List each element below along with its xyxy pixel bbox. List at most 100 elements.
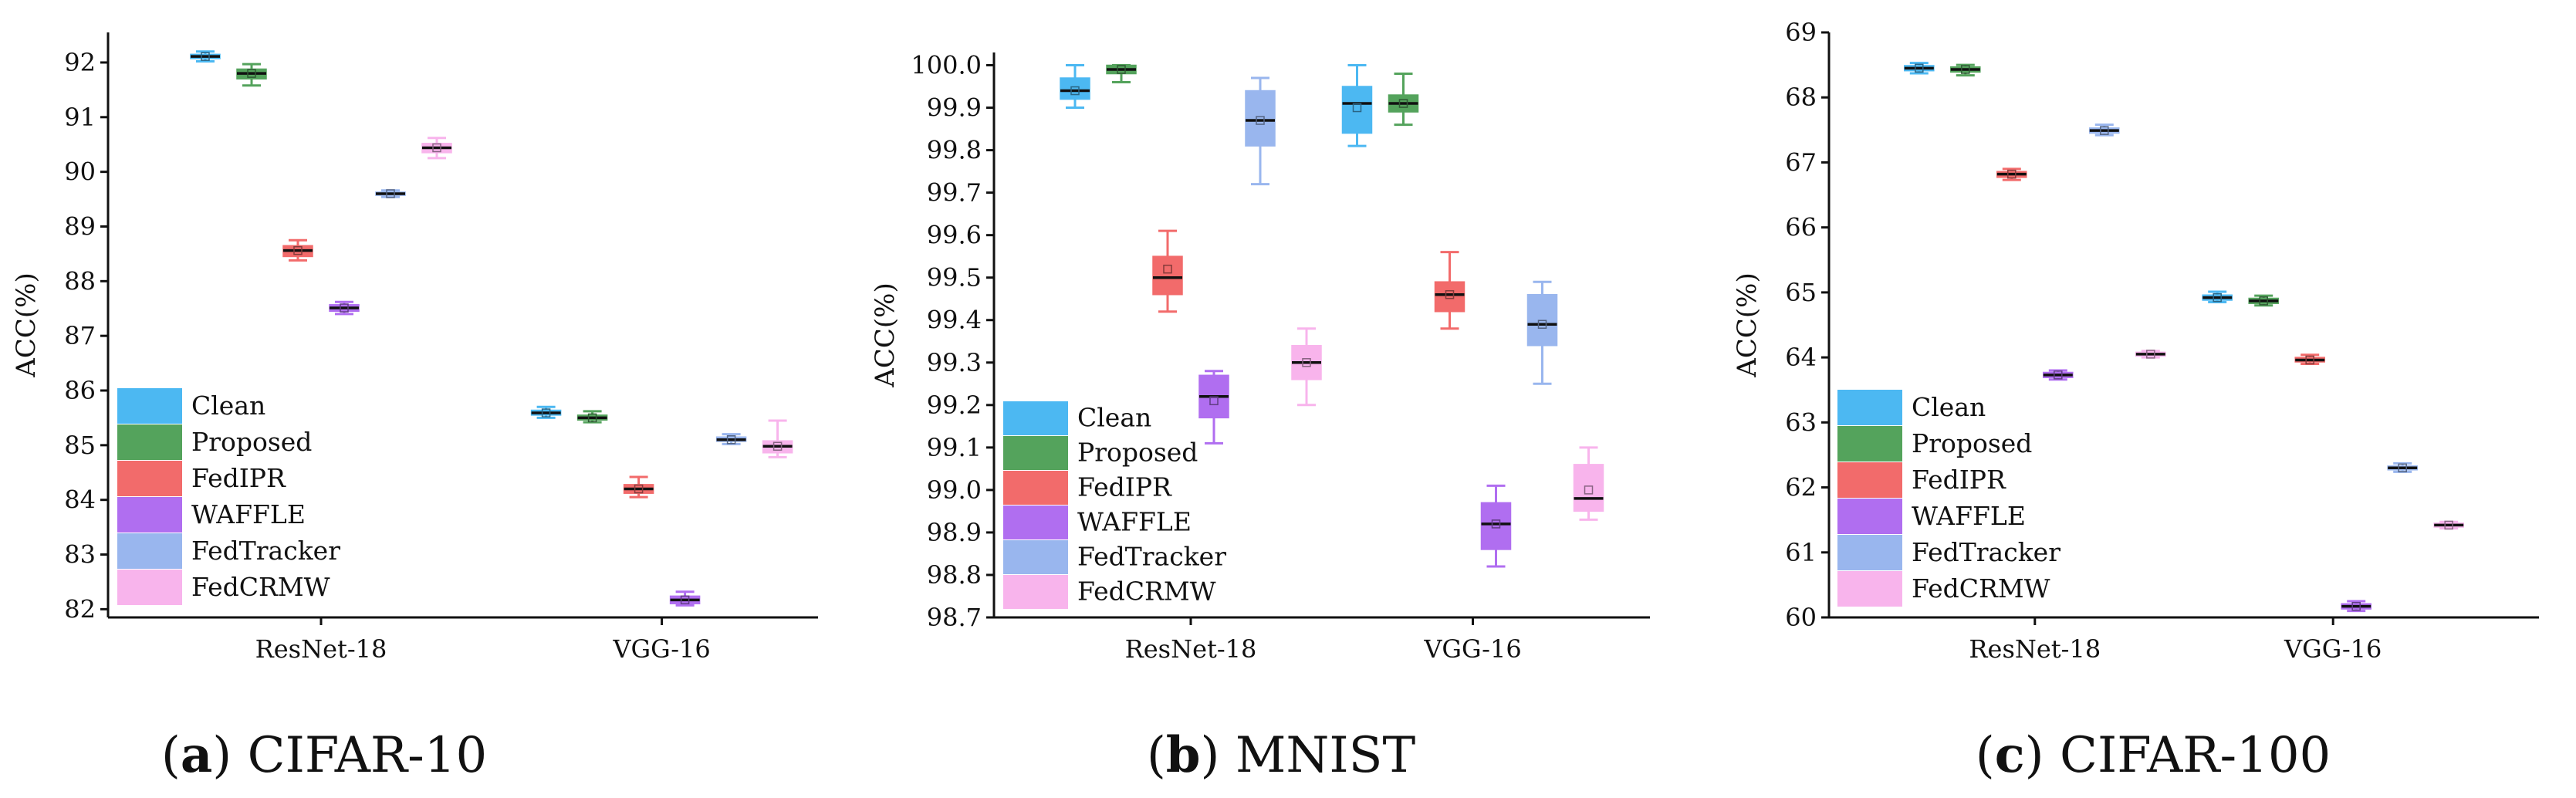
caption-close-paren: )	[212, 727, 247, 784]
y-tick-label: 92	[64, 48, 96, 77]
y-axis-label: ACC(%)	[870, 282, 901, 387]
legend-swatch	[117, 424, 182, 460]
legend: Clean Proposed FedIPR WAFFLE FedTracker FedCR…	[1837, 390, 2060, 607]
box-body	[1434, 281, 1465, 313]
mean-marker	[726, 435, 736, 445]
mean-marker	[1302, 358, 1311, 367]
legend-label: FedTracker	[1912, 537, 2060, 567]
box-proposed-vgg-16	[2248, 294, 2279, 307]
box-fedipr-resnet-18	[282, 238, 313, 262]
caption-open-paren: (	[1147, 727, 1166, 784]
box-fedtracker-vgg-16	[2387, 462, 2418, 473]
y-tick-label: 99.8	[927, 136, 982, 165]
box-waffle-vgg-16	[1480, 484, 1512, 568]
mean-marker	[2213, 292, 2222, 303]
caption-open-paren: (	[161, 727, 181, 784]
y-tick-label: 64	[1785, 343, 1817, 372]
y-tick-label: 90	[64, 157, 96, 187]
x-tick-label: ResNet-18	[1969, 634, 2101, 664]
y-tick-label: 99.1	[927, 433, 982, 462]
box-body	[1480, 502, 1512, 550]
box-fedipr-resnet-18	[1152, 229, 1183, 313]
y-tick-label: 88	[64, 266, 96, 296]
mean-marker	[1209, 396, 1219, 406]
y-tick-label: 87	[64, 321, 96, 350]
y-tick-label: 99.7	[927, 178, 982, 208]
legend-label: WAFFLE	[1912, 501, 2026, 531]
mean-marker	[1915, 63, 1924, 73]
legend-label: WAFFLE	[191, 499, 306, 529]
y-tick-label: 99.6	[927, 221, 982, 250]
legend-swatch	[1003, 575, 1068, 609]
x-tick-label: ResNet-18	[1125, 634, 1257, 664]
y-tick-label: 99.3	[927, 348, 982, 377]
y-tick-label: 98.8	[927, 560, 982, 590]
box-proposed-vgg-16	[576, 410, 608, 424]
box-fedipr-vgg-16	[2294, 353, 2325, 366]
y-tick-label: 99.2	[927, 391, 982, 420]
mean-marker	[2259, 296, 2268, 306]
y-tick-label: 85	[64, 431, 96, 460]
legend-label: Clean	[1077, 402, 1151, 432]
y-tick-label: 89	[64, 211, 96, 241]
mean-marker	[1584, 485, 1594, 495]
y-tick-label: 65	[1785, 278, 1817, 307]
box-proposed-resnet-18	[1950, 63, 1981, 77]
legend-label: FedIPR	[191, 463, 286, 493]
x-tick-label: ResNet-18	[255, 634, 387, 664]
y-tick-label: 63	[1785, 407, 1817, 437]
y-tick-label: 98.7	[927, 603, 982, 632]
mean-marker	[1117, 65, 1126, 74]
y-tick-label: 91	[64, 103, 96, 132]
box-waffle-vgg-16	[669, 590, 701, 607]
legend-label: FedCRMW	[191, 572, 330, 602]
legend-swatch	[117, 461, 182, 496]
box-fedipr-vgg-16	[623, 475, 654, 499]
box-body	[1573, 464, 1604, 512]
caption-letter: b	[1166, 726, 1201, 784]
mean-marker	[2007, 169, 2017, 179]
box-fedtracker-resnet-18	[2089, 123, 2120, 137]
legend-swatch	[1837, 535, 1902, 570]
mean-marker	[2146, 350, 2155, 359]
legend-swatch	[1837, 390, 1902, 425]
box-waffle-vgg-16	[2341, 600, 2371, 613]
legend: Clean Proposed FedIPR WAFFLE FedTracker FedCR…	[1003, 401, 1226, 609]
mean-marker	[2305, 355, 2314, 365]
legend-label: Proposed	[1077, 437, 1198, 467]
legend-label: WAFFLE	[1077, 506, 1192, 536]
y-tick-label: 67	[1785, 147, 1817, 177]
y-tick-label: 99.5	[927, 263, 982, 292]
caption-close-paren: )	[1201, 727, 1236, 784]
box-proposed-resnet-18	[236, 63, 267, 87]
mean-marker	[1961, 65, 1970, 74]
x-tick-label: VGG-16	[612, 634, 710, 664]
box-fedtracker-resnet-18	[1245, 76, 1276, 186]
mean-marker	[587, 413, 597, 423]
box-fedtracker-resnet-18	[375, 189, 406, 198]
x-tick-label: VGG-16	[2284, 634, 2382, 664]
legend-swatch	[1837, 426, 1902, 462]
box-clean-resnet-18	[1904, 62, 1935, 75]
box-waffle-resnet-18	[329, 300, 360, 316]
box-clean-vgg-16	[530, 405, 562, 419]
caption-close-paren: )	[2025, 727, 2060, 784]
legend-swatch	[1837, 571, 1902, 607]
mean-marker	[1398, 99, 1408, 108]
box-fedcrmw-vgg-16	[2433, 520, 2464, 530]
box-fedcrmw-resnet-18	[2135, 350, 2166, 359]
caption-letter: a	[181, 726, 212, 784]
y-tick-label: 98.9	[927, 518, 982, 547]
legend-label: FedIPR	[1077, 472, 1172, 502]
box-body	[1060, 77, 1090, 100]
chart-panel-cifar-10: 82 83 84 85 86 87 88 89 90 91 92 ACC(%) ResNet-18 VGG…	[11, 32, 818, 784]
y-tick-label: 99.4	[927, 306, 982, 335]
caption-name: CIFAR-100	[2060, 727, 2331, 784]
y-tick-label: 100.0	[911, 51, 982, 80]
mean-marker	[1070, 86, 1080, 96]
y-tick-label: 99.0	[927, 475, 982, 505]
y-tick-label: 60	[1785, 603, 1817, 632]
box-body	[1245, 90, 1276, 147]
box-proposed-resnet-18	[1106, 64, 1137, 84]
mean-marker	[1537, 320, 1547, 329]
